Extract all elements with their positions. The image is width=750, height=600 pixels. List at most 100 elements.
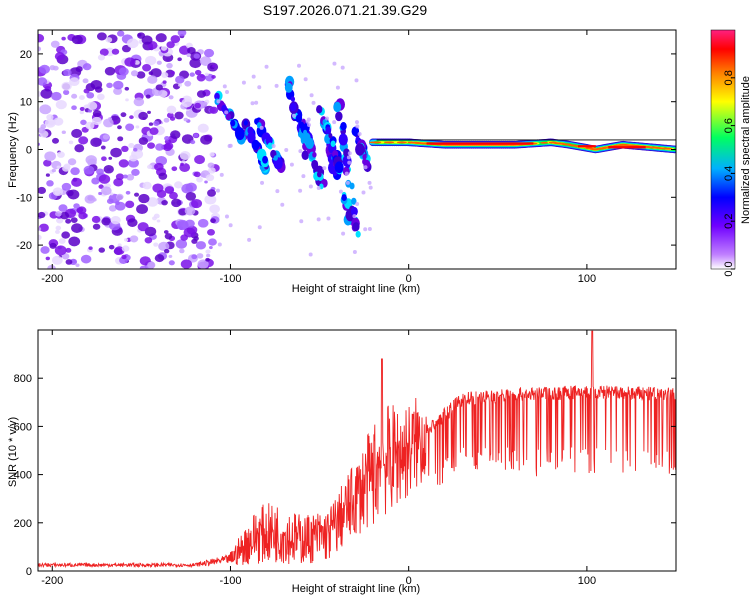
band-speckle (309, 93, 314, 98)
band-speckle (354, 78, 359, 83)
noise-blob (118, 67, 129, 76)
noise-blob (70, 217, 78, 224)
noise-blob (111, 48, 120, 55)
noise-blob (134, 192, 140, 197)
noise-blob (56, 151, 65, 158)
noise-blob (38, 227, 42, 231)
noise-blob (55, 99, 67, 110)
band-blob (351, 197, 357, 205)
noise-blob (200, 172, 206, 178)
noise-blob (145, 94, 151, 99)
noise-blob (149, 127, 159, 135)
noise-blob (193, 171, 201, 178)
noise-blob (59, 211, 70, 220)
noise-blob (185, 42, 193, 49)
noise-blob (145, 55, 157, 66)
noise-blob (156, 219, 161, 223)
noise-blob (98, 191, 103, 196)
band-blob (362, 154, 367, 160)
noise-blob (155, 33, 167, 43)
noise-blob (70, 167, 80, 176)
noise-blob (96, 32, 107, 41)
noise-blob (38, 77, 48, 86)
y-tick-label: 0 (26, 145, 32, 157)
band-speckle (228, 223, 233, 228)
noise-blob (155, 143, 164, 151)
noise-blob (54, 245, 67, 256)
band-blob (355, 143, 365, 156)
y-tick-label: 800 (14, 373, 32, 385)
line-blob (398, 141, 407, 144)
band-blob (267, 142, 273, 150)
band-blob (334, 161, 344, 174)
noise-blob (148, 71, 154, 75)
noise-blob (128, 142, 135, 148)
noise-blob (45, 173, 50, 177)
noise-blob (73, 203, 80, 209)
noise-blob (156, 60, 162, 65)
x-tick-label: -200 (41, 575, 63, 587)
band-blob (349, 182, 355, 190)
noise-blob (49, 242, 57, 249)
band-blob (312, 151, 317, 158)
band-speckle (241, 80, 246, 85)
snr-frame (37, 329, 677, 572)
noise-blob (83, 88, 90, 94)
noise-blob (39, 64, 51, 74)
noise-blob (90, 137, 102, 148)
noise-blob (181, 98, 193, 108)
noise-blob (153, 242, 159, 247)
noise-blob (178, 83, 183, 87)
noise-blob (164, 233, 173, 240)
noise-blob (58, 238, 66, 244)
noise-blob (161, 71, 169, 79)
noise-blob (67, 158, 77, 166)
band-blob (273, 155, 278, 161)
noise-blob (187, 47, 196, 55)
band-speckle (306, 117, 311, 122)
band-speckle (299, 219, 304, 224)
noise-blob (196, 90, 207, 98)
noise-blob (163, 117, 170, 123)
x-tick-label: -200 (41, 273, 63, 285)
noise-blob (133, 147, 138, 152)
spectrogram-xlabel: Height of straight line (km) (292, 283, 420, 295)
colorbar-tick-label: 0.4 (723, 166, 735, 181)
band-speckle (368, 185, 373, 190)
noise-blob (207, 189, 216, 197)
band-speckle (289, 162, 294, 167)
band-speckle (298, 149, 303, 154)
noise-blob (164, 136, 170, 141)
band-speckle (224, 110, 229, 115)
band-blob (341, 194, 347, 202)
noise-blob (88, 246, 93, 250)
noise-blob (134, 60, 140, 65)
noise-blob (65, 247, 72, 253)
spectrogram-marks (38, 30, 676, 269)
noise-blob (83, 165, 95, 175)
band-speckle (316, 217, 321, 222)
noise-blob (179, 151, 191, 160)
noise-blob (137, 222, 149, 232)
band-speckle (335, 85, 340, 90)
noise-blob (62, 165, 71, 172)
band-blob (284, 82, 293, 93)
noise-blob (168, 95, 174, 100)
noise-blob (189, 58, 202, 69)
noise-blob (82, 78, 89, 84)
noise-blob (79, 106, 85, 111)
noise-blob (91, 177, 100, 185)
figure-title: S197.2026.071.21.39.G29 (263, 2, 427, 18)
band-blob (243, 120, 248, 126)
band-speckle (222, 84, 227, 89)
noise-blob (183, 117, 188, 122)
colorbar-label: Normalized spectral amplitude (740, 76, 750, 224)
noise-blob (43, 159, 52, 167)
band-speckle (275, 189, 280, 194)
noise-blob (154, 162, 164, 171)
noise-blob (147, 110, 151, 114)
noise-blob (108, 156, 113, 160)
noise-blob (38, 46, 42, 52)
noise-blob (146, 197, 159, 207)
noise-blob (100, 145, 106, 150)
